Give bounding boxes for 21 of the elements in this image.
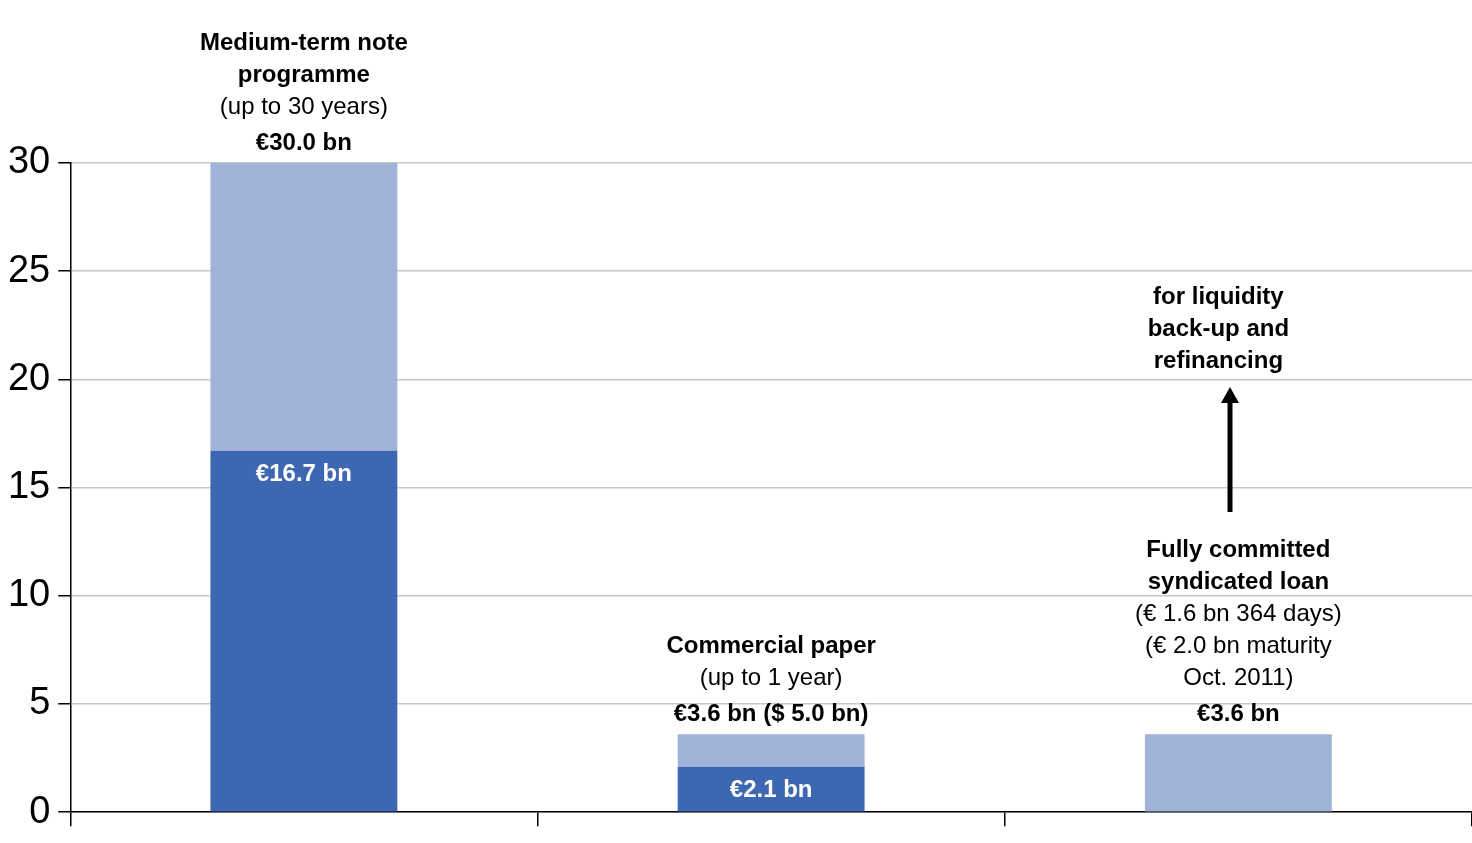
total-label: €3.6 bn ($ 5.0 bn) <box>673 698 869 726</box>
text: Medium-term note programme (up to 30 years) <box>199 27 408 119</box>
annotation: Commercial paper (up to 1 year) <box>666 630 876 690</box>
y-tick-label: 10 <box>7 572 51 615</box>
y-tick-label: 30 <box>7 139 51 182</box>
y-tick-label: 5 <box>29 680 51 723</box>
bar <box>210 163 398 451</box>
total-label: €30.0 bn <box>255 127 352 155</box>
y-tick-label: 20 <box>7 355 51 398</box>
y-tick-label: 15 <box>7 464 51 507</box>
bar <box>210 450 398 812</box>
bar <box>677 766 865 812</box>
data-label: €2.1 bn <box>729 775 813 803</box>
bar <box>677 734 865 767</box>
total-label: €3.6 bn <box>1197 698 1280 726</box>
data-label: €16.7 bn <box>255 459 352 487</box>
bar <box>1144 734 1332 812</box>
annotation: for liquidity back-up and refinancing <box>1147 281 1290 373</box>
annotation: Fully committed syndicated loan (€ 1.6 bn 364 days) (€ 2.0 bn maturity Oct. 2011) <box>1134 534 1342 690</box>
y-tick-label: 0 <box>29 788 51 831</box>
y-tick-label: 25 <box>7 247 51 290</box>
